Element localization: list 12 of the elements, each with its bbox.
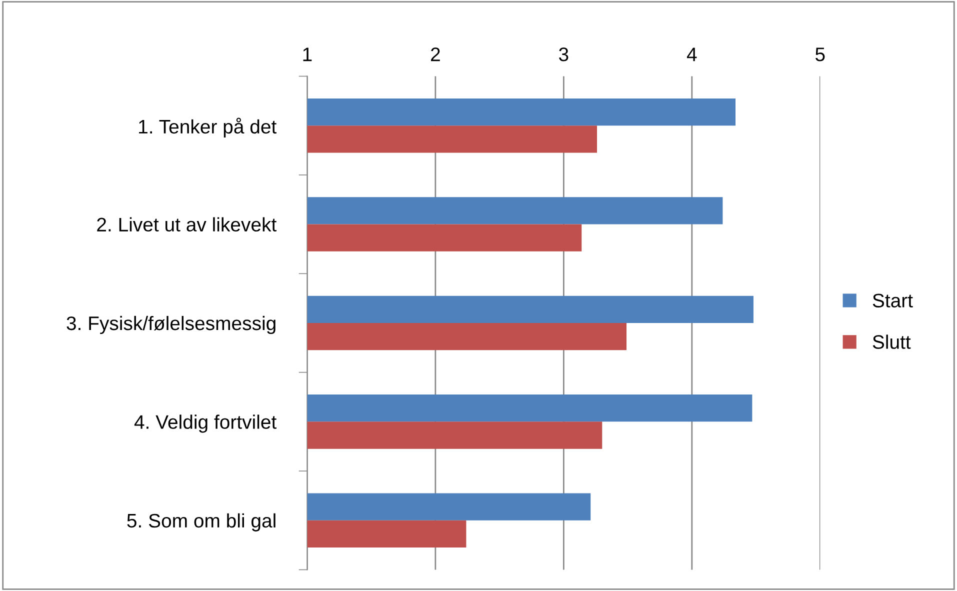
y-tick-label: 3. Fysisk/følelsesmessig [66,316,276,334]
x-tick-label: 5 [816,48,825,62]
y-tick-label: 5. Som om bli gal [127,513,276,532]
x-tick-label: 3 [559,48,568,62]
x-tick-label: 4 [686,48,697,62]
x-tick-label: 2 [431,48,440,62]
legend-label: Start [872,294,913,308]
y-tick-label: 4. Veldig fortvilet [134,414,277,433]
y-tick-label: 2. Livet ut av likevekt [97,217,277,232]
legend-label: Slutt [872,334,911,349]
x-tick-label: 1 [303,48,312,62]
y-tick-label: 1. Tenker på det [139,118,277,138]
